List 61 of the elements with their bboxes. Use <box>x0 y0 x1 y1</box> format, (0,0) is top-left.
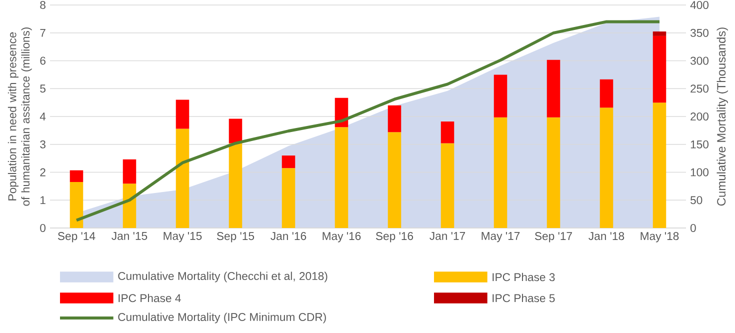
bar <box>546 60 560 118</box>
x-tick-label: Jan '18 <box>588 232 624 240</box>
y-tick-label: 6 <box>40 56 46 65</box>
bar <box>652 102 666 228</box>
bar <box>122 159 136 184</box>
y-axis-title: Population in need with presence of humanitarian assitance (millions) <box>8 27 32 206</box>
bar <box>228 118 242 144</box>
bar <box>176 128 190 228</box>
x-tick-label: Sep '17 <box>534 232 572 242</box>
y-tick-label: 1 <box>40 196 46 204</box>
x-tick-label: May '16 <box>322 232 361 242</box>
legend-label: Cumulative Mortality (Checchi et al, 2018) <box>118 272 328 282</box>
y-tick-label: 2 <box>40 168 46 176</box>
y2-tick-label: 400 <box>690 1 709 10</box>
bar <box>494 117 508 228</box>
bar <box>600 79 614 108</box>
x-tick-label: Jan '16 <box>270 232 306 240</box>
bar <box>652 31 666 36</box>
y2-tick-label: 150 <box>690 140 709 148</box>
bar <box>70 182 84 228</box>
bar <box>176 100 190 129</box>
bar <box>440 143 454 228</box>
y2-tick-label: 50 <box>690 196 702 204</box>
bar <box>282 168 296 228</box>
bar <box>122 184 136 228</box>
y2-tick-label: 100 <box>690 168 709 176</box>
bar <box>546 117 560 228</box>
x-tick-label: May '17 <box>482 232 520 242</box>
y2-tick-label: 200 <box>690 112 709 121</box>
bar <box>282 156 296 168</box>
legend-label: IPC Phase 3 <box>492 272 555 282</box>
x-tick-label: Sep '15 <box>216 232 254 242</box>
x-tick-label: May '18 <box>640 232 679 242</box>
bar <box>388 105 402 132</box>
bar <box>494 74 508 118</box>
y-tick-label: 3 <box>40 140 46 148</box>
bar <box>334 127 348 228</box>
y2-tick-label: 0 <box>690 224 696 232</box>
bar <box>652 36 666 103</box>
legend-label: Cumulative Mortality (IPC Minimum CDR) <box>118 312 326 324</box>
y2-tick-label: 300 <box>690 56 709 65</box>
legend-label: IPC Phase 4 <box>118 294 181 302</box>
bar <box>440 122 454 144</box>
y2-axis-title: Cumulative Mortality (Thousands) <box>716 28 728 206</box>
bar <box>228 143 242 228</box>
y-tick-label: 0 <box>40 224 46 232</box>
x-tick-label: Jan '15 <box>112 232 148 240</box>
x-tick-label: Sep '14 <box>58 232 96 242</box>
y-tick-label: 7 <box>40 28 46 37</box>
x-tick-label: May '15 <box>164 232 202 242</box>
x-tick-label: Sep '16 <box>376 232 414 242</box>
bar <box>388 132 402 228</box>
x-tick-label: Jan '17 <box>430 232 466 240</box>
y-tick-label: 5 <box>40 84 46 93</box>
y2-tick-label: 250 <box>690 84 709 93</box>
y-tick-label: 4 <box>40 112 46 120</box>
legend-label: IPC Phase 5 <box>492 294 555 302</box>
bar <box>600 108 614 228</box>
y-tick-label: 8 <box>40 1 46 10</box>
bar <box>70 170 84 182</box>
y2-tick-label: 350 <box>690 28 709 37</box>
